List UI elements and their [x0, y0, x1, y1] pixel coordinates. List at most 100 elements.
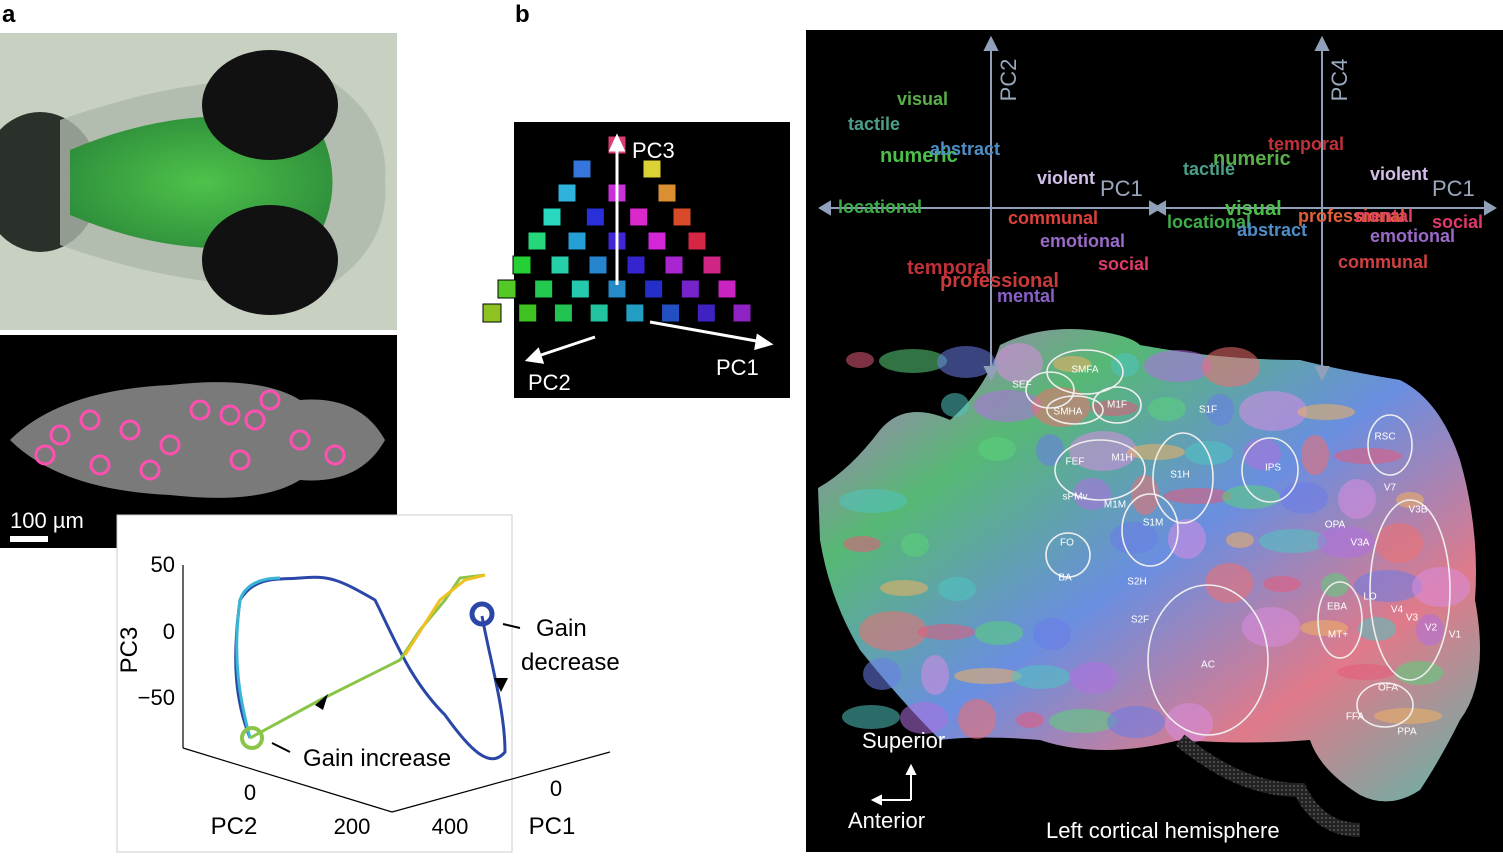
- texture-blob: [958, 699, 996, 739]
- texture-blob: [941, 393, 969, 417]
- cube: [497, 279, 517, 299]
- semantic-word: social: [1432, 212, 1483, 232]
- texture-blob: [1321, 573, 1349, 597]
- semantic-word: abstract: [930, 139, 1000, 159]
- region-label: S1H: [1170, 470, 1189, 481]
- region-label: LO: [1363, 592, 1377, 603]
- texture-blob: [1016, 712, 1044, 728]
- cube: [518, 303, 538, 323]
- texture-blob: [978, 437, 1016, 461]
- x-axis-label: PC2: [211, 813, 258, 840]
- texture-blob: [1395, 661, 1443, 685]
- texture-blob: [1300, 620, 1348, 636]
- flatmap-cut: [1175, 734, 1361, 837]
- semantic-word: emotional: [1370, 226, 1455, 246]
- direction-arrow: [494, 678, 508, 692]
- region-label: M1F: [1107, 400, 1127, 411]
- end-marker: [469, 601, 495, 627]
- texture-blob: [1222, 485, 1280, 509]
- texture-blob: [1338, 479, 1376, 519]
- texture-blob: [1375, 523, 1423, 563]
- cube: [672, 207, 692, 227]
- fish-eye: [202, 205, 338, 315]
- texture-blob: [901, 533, 929, 557]
- region-label: PPA: [1397, 727, 1417, 738]
- texture-blob: [1033, 618, 1071, 650]
- texture-blob: [921, 655, 949, 695]
- cube: [642, 159, 662, 179]
- semantic-word: emotional: [1040, 231, 1125, 251]
- texture-blob: [1416, 614, 1444, 646]
- neuron-dot: [229, 449, 251, 471]
- cube: [482, 303, 502, 323]
- neuron-dot: [49, 424, 71, 446]
- texture-blob: [1226, 532, 1254, 548]
- cube-axis-label: PC2: [528, 370, 571, 395]
- texture-blob: [1263, 576, 1301, 592]
- semantic-word: numeric: [880, 145, 958, 167]
- texture-blob: [1012, 665, 1070, 689]
- cube: [512, 255, 532, 275]
- region-label: sPMv: [1063, 492, 1088, 503]
- neuron-dot: [259, 389, 281, 411]
- texture-blob: [879, 349, 947, 373]
- texture-blob: [1374, 708, 1442, 724]
- region-outlines: [1025, 349, 1451, 736]
- texture-blob: [1297, 404, 1355, 420]
- neuron-dot: [159, 434, 181, 456]
- region-label: OFA: [1378, 683, 1398, 694]
- region-outline: [1045, 532, 1091, 578]
- texture-blob: [846, 352, 874, 368]
- region-outline: [1152, 432, 1214, 524]
- region-label: MT+: [1328, 630, 1348, 641]
- region-outline: [1025, 371, 1075, 409]
- neuron-dot: [79, 409, 101, 431]
- region-outline: [1121, 493, 1179, 567]
- texture-blob: [1202, 347, 1260, 387]
- texture-blob: [937, 346, 995, 378]
- region-label: V3A: [1351, 538, 1370, 549]
- orientation-label: Anterior: [848, 808, 925, 833]
- cube: [550, 255, 570, 275]
- scale-label: 100 µm: [10, 508, 84, 533]
- trajectory: [235, 576, 281, 739]
- region-label: RSC: [1374, 432, 1395, 443]
- semantic-word: locational: [1167, 212, 1251, 232]
- cube: [702, 255, 722, 275]
- texture-blob: [1168, 519, 1206, 559]
- flatmap-texture: [839, 343, 1470, 743]
- texture-blob: [917, 624, 975, 640]
- semantic-word: visual: [1225, 198, 1282, 220]
- region-label: SMFA: [1071, 365, 1099, 376]
- z-tick-label: 400: [432, 814, 469, 839]
- cube: [557, 183, 577, 203]
- texture-blob: [1206, 394, 1234, 426]
- cube-axis-label: PC1: [716, 355, 759, 380]
- cube: [717, 279, 737, 299]
- region-label: AC: [1201, 660, 1215, 671]
- axis-label: PC2: [996, 59, 1021, 102]
- region-label: OPA: [1325, 520, 1346, 531]
- region-label: V2: [1425, 623, 1438, 634]
- semantic-word: professional: [940, 270, 1059, 292]
- region-label: EBA: [1327, 602, 1347, 613]
- region-outline: [1356, 682, 1414, 728]
- texture-blob: [863, 658, 901, 690]
- region-outline: [1092, 386, 1142, 424]
- direction-arrow: [315, 694, 328, 710]
- semantic-word: numeric: [1213, 148, 1291, 170]
- neuron-dot: [219, 404, 241, 426]
- cube: [572, 159, 592, 179]
- brain-outline: [10, 382, 385, 498]
- y-axis-label: PC3: [116, 627, 143, 674]
- cube: [542, 207, 562, 227]
- neuron-dot: [189, 399, 211, 421]
- neuron-dot: [119, 419, 141, 441]
- texture-blob: [1334, 448, 1402, 464]
- texture-blob: [900, 702, 948, 734]
- annotation: Gain increase: [303, 745, 451, 772]
- region-label: FFA: [1346, 712, 1365, 723]
- annotation: Gain: [536, 615, 587, 642]
- neuron-dot: [289, 429, 311, 451]
- cube: [661, 303, 681, 323]
